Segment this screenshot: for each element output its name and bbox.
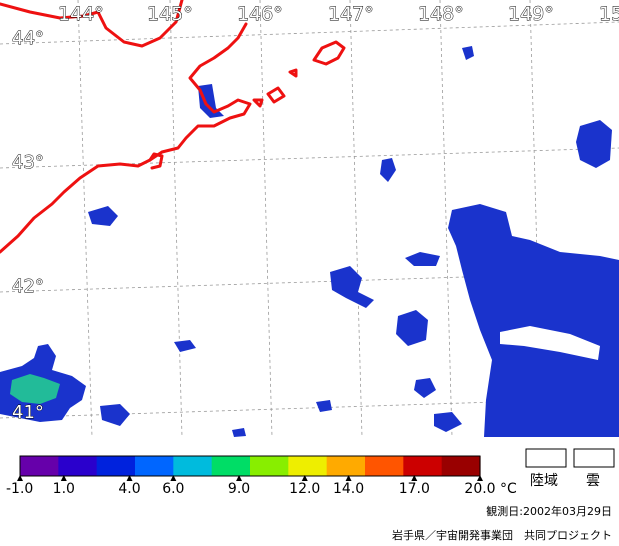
coastline xyxy=(0,0,346,254)
colorbar-tick-label: 14.0 xyxy=(333,481,364,497)
colorbar-tick-label: 4.0 xyxy=(118,481,140,497)
colorbar-tick-mark xyxy=(345,475,352,481)
cloud-label: 雲 xyxy=(586,473,600,489)
kuril-island-2 xyxy=(266,86,286,104)
sst-patch-northeast xyxy=(576,120,612,168)
colorbar-cells xyxy=(20,456,481,476)
colorbar-cell xyxy=(173,456,213,476)
colorbar-tick-label: 20.0 xyxy=(464,481,495,497)
land-swatch xyxy=(525,448,567,468)
colorbar-ticks: -1.0 1.0 4.0 6.0 9.0 12.0 14.0 17.0 20.0 xyxy=(6,475,496,497)
sst-patch-island-7 xyxy=(380,158,396,182)
lat-label-42: 42° xyxy=(12,276,44,297)
colorbar-tick-label: 1.0 xyxy=(53,481,75,497)
cloud-swatch xyxy=(573,448,615,468)
colorbar-tick-mark xyxy=(170,475,177,481)
colorbar-tick-mark xyxy=(477,475,483,481)
colorbar-cell xyxy=(250,456,289,476)
colorbar-tick-mark xyxy=(301,475,308,481)
cape-hook xyxy=(148,152,164,170)
sst-patch-island-3 xyxy=(100,404,130,426)
hokkaido-coast xyxy=(0,0,252,254)
lat-label-41: 41° xyxy=(12,402,44,423)
observation-date: 観測日:2002年03月29日 xyxy=(486,504,612,518)
kuril-island-1 xyxy=(312,40,346,66)
colorbar-cell xyxy=(96,456,136,476)
latitude-labels: 44° 43° 42° 41° xyxy=(12,28,45,424)
sst-patch-island-10 xyxy=(316,400,332,412)
colorbar-cell xyxy=(135,456,174,476)
lat-label-43: 43° xyxy=(12,152,44,173)
colorbar-cell xyxy=(58,456,98,476)
colorbar-cell xyxy=(326,456,366,476)
colorbar-tick-mark xyxy=(126,475,133,481)
colorbar-cell xyxy=(365,456,404,476)
colorbar-frame xyxy=(19,455,481,477)
colorbar-cell xyxy=(20,456,59,476)
lon-label-147: 147° xyxy=(328,3,374,25)
sst-patches xyxy=(0,46,619,437)
lon-label-145: 145° xyxy=(147,3,193,25)
sst-patch-center-east xyxy=(330,266,374,308)
land-label: 陸域 xyxy=(530,473,558,489)
lon-label-148: 148° xyxy=(418,3,464,25)
sst-patch-island-4 xyxy=(434,412,462,432)
lat-label-44: 44° xyxy=(12,28,44,49)
colorbar-cell xyxy=(403,456,443,476)
sst-patch-island-5 xyxy=(414,378,436,398)
colorbar-unit: °C xyxy=(500,481,517,497)
colorbar-cell xyxy=(441,456,481,476)
colorbar-tick-label: -1.0 xyxy=(6,481,33,497)
colorbar-tick-label: 9.0 xyxy=(228,481,250,497)
colorbar-cell xyxy=(211,456,251,476)
sst-patch-east-large xyxy=(448,204,619,437)
colorbar: -1.0 1.0 4.0 6.0 9.0 12.0 14.0 17.0 20.0 °C xyxy=(6,455,517,497)
lon-label-146: 146° xyxy=(237,3,283,25)
colorbar-tick-mark xyxy=(236,475,243,481)
longitude-labels: 144° 145° 146° 147° 148° 149° 15 xyxy=(58,3,619,26)
colorbar-tick-label: 12.0 xyxy=(289,481,320,497)
colorbar-tick-label: 6.0 xyxy=(162,481,184,497)
kuril-island-4 xyxy=(252,98,264,108)
sst-patch-southwest-warm xyxy=(10,374,60,404)
lon-label-149: 149° xyxy=(508,3,554,25)
lon-label-150: 15 xyxy=(599,3,619,25)
lon-label-144: 144° xyxy=(58,3,104,25)
kuril-island-3 xyxy=(288,68,298,78)
sst-patch-island-6 xyxy=(174,340,196,352)
colorbar-cell xyxy=(288,456,328,476)
sst-patch-island-8 xyxy=(462,46,474,60)
sst-patch-island-11 xyxy=(405,252,440,266)
sst-patch-island-12 xyxy=(232,428,246,437)
colorbar-tick-mark xyxy=(17,475,23,481)
credit-line: 岩手県／宇宙開発事業団 共同プロジェクト xyxy=(392,528,612,542)
surface-legend: 陸域 雲 xyxy=(525,448,615,489)
sst-patch-island-2 xyxy=(88,206,118,226)
sst-patch-island-1 xyxy=(396,310,428,346)
sst-patch-east-cloud-gap xyxy=(500,326,600,360)
colorbar-tick-mark xyxy=(411,475,418,481)
colorbar-tick-label: 17.0 xyxy=(399,481,430,497)
colorbar-tick-mark xyxy=(60,475,67,481)
